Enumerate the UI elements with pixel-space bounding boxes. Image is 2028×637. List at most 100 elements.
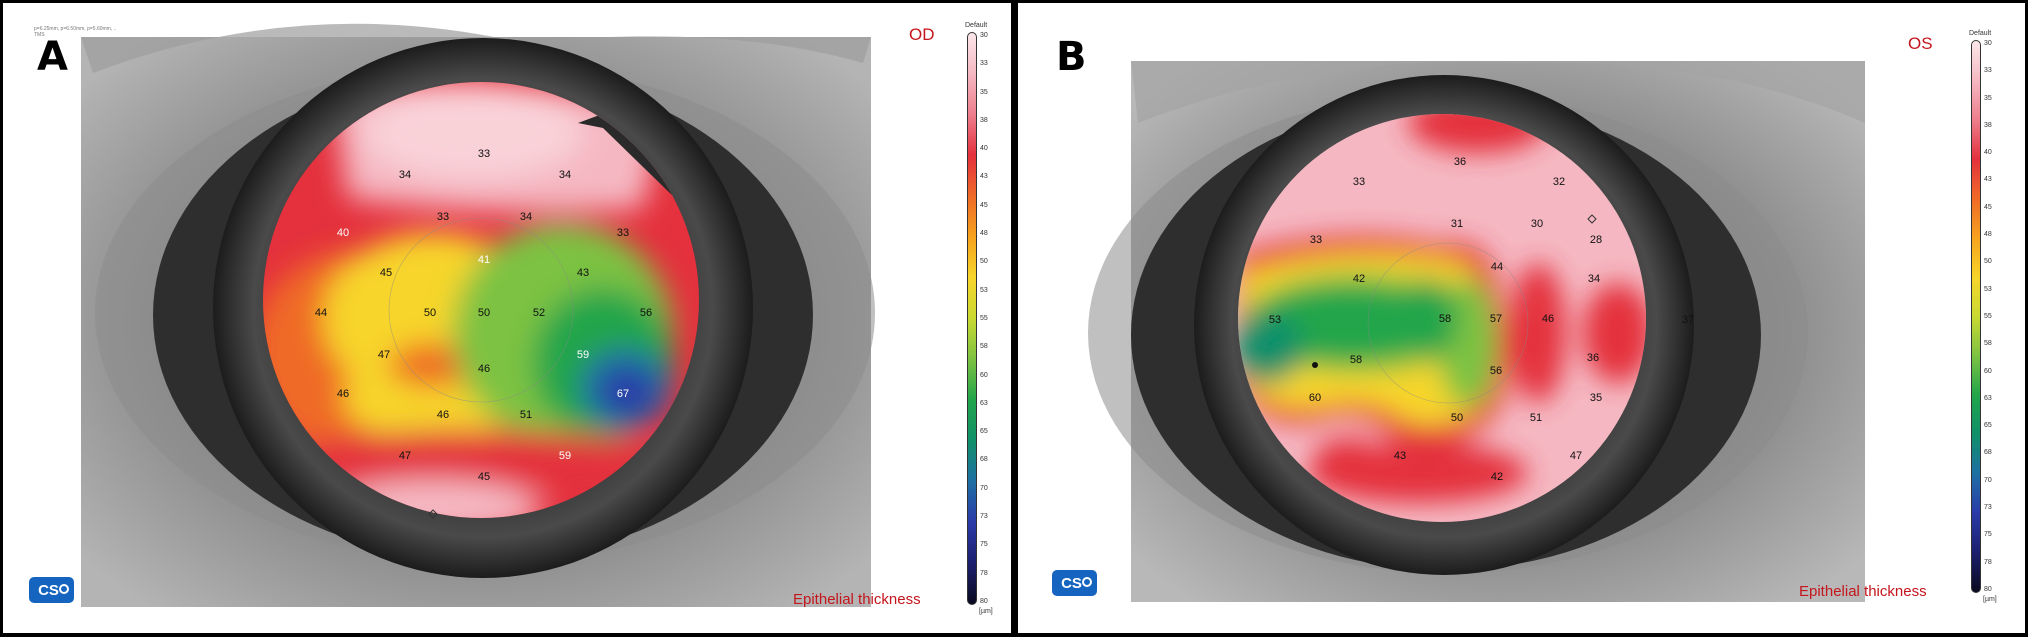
eye-photo-os: 36 33 32 31 30 33 28 44 42 34 53 58 57 4… (1088, 61, 1865, 602)
thickness-value: 44 (315, 307, 327, 319)
thickness-value: 45 (380, 267, 392, 279)
thickness-value: 67 (617, 388, 629, 400)
thickness-value: 45 (478, 471, 490, 483)
panel-a-od: 33 34 34 33 34 40 33 41 43 45 50 50 52 5… (3, 3, 1011, 633)
panel-letter: B (1056, 34, 1087, 80)
thickness-value: 31 (1451, 218, 1463, 230)
thickness-value: 28 (1590, 234, 1602, 246)
thickness-value: 34 (1588, 273, 1600, 285)
scale-unit: [µm] (1983, 596, 1997, 603)
header-info: p=6.25mm, p=6.50mm, p=5.60mm, .. TMS (34, 26, 116, 38)
panel-letter: A (37, 34, 68, 80)
scale-tick-label: 75 (980, 541, 988, 549)
scale-tick-label: 55 (980, 314, 988, 322)
scale-ticks: 30 33 35 38 40 43 45 48 50 53 55 58 60 63 65 68 70 73 75 78… (980, 32, 988, 605)
color-scale: Default 30 33 35 38 40 43 45 48 50 53 55 58 60 63 65 68… (965, 22, 993, 615)
marker-dot-icon (1312, 362, 1318, 368)
scale-tick-label: 35 (980, 88, 988, 96)
thickness-values-os: 36 33 32 31 30 33 28 44 42 34 53 58 57 4… (1269, 156, 1694, 483)
thickness-value: 33 (478, 148, 490, 160)
scale-tick-label: 75 (1984, 531, 1992, 539)
scale-tick-label: 58 (1984, 340, 1992, 348)
scale-tick-label: 48 (980, 230, 988, 238)
scale-tick-label: 45 (1984, 203, 1992, 211)
scale-tick-label: 70 (980, 484, 988, 492)
scale-tick-label: 65 (1984, 422, 1992, 430)
thickness-value: 43 (577, 267, 589, 279)
header-line: TMS (34, 32, 45, 38)
thickness-value: 33 (437, 211, 449, 223)
scale-tick-label: 30 (1984, 40, 1992, 47)
scale-tick-label: 70 (1984, 476, 1992, 484)
scale-tick-label: 38 (1984, 121, 1992, 129)
scale-tick-label: 43 (980, 173, 988, 181)
thickness-value: 47 (399, 450, 411, 462)
thickness-value: 46 (437, 409, 449, 421)
thickness-value: 36 (1587, 352, 1599, 364)
marker-icon (1587, 214, 1597, 224)
scale-tick-label: 53 (1984, 285, 1992, 293)
thickness-value: 35 (1590, 392, 1602, 404)
thickness-value: 33 (617, 227, 629, 239)
thickness-value: 46 (337, 388, 349, 400)
scale-tick-label: 33 (980, 60, 988, 68)
thickness-values-od: 33 34 34 33 34 40 33 41 43 45 50 50 52 5… (315, 148, 652, 519)
eye-label: OD (909, 25, 935, 44)
thickness-value: 44 (1491, 261, 1503, 273)
thickness-value: 56 (1490, 365, 1502, 377)
scale-tick-label: 45 (980, 201, 988, 209)
eye-photo-od: 33 34 34 33 34 40 33 41 43 45 50 50 52 5… (81, 23, 875, 607)
thickness-value: 56 (640, 307, 652, 319)
thickness-value: 51 (520, 409, 532, 421)
map-label: Epithelial thickness (793, 591, 921, 608)
eye-label: OS (1908, 34, 1933, 53)
scale-title: Default (965, 22, 988, 29)
scale-tick-label: 55 (1984, 312, 1992, 320)
thickness-value: 50 (424, 307, 436, 319)
scale-tick-label: 50 (980, 258, 988, 266)
thickness-value: 34 (559, 169, 571, 181)
scale-tick-label: 80 (980, 597, 988, 605)
scale-tick-label: 73 (980, 513, 988, 521)
map-label: Epithelial thickness (1799, 583, 1927, 600)
thickness-value: 50 (1451, 412, 1463, 424)
scale-tick-label: 80 (1984, 585, 1992, 593)
thickness-value: 57 (1490, 313, 1502, 325)
scale-gradient-bar (967, 32, 977, 605)
thickness-value: 34 (520, 211, 532, 223)
scale-tick-label: 65 (980, 428, 988, 436)
thickness-map-os (1238, 114, 1646, 522)
thickness-value: 33 (1353, 176, 1365, 188)
thickness-value: 46 (1542, 313, 1554, 325)
thickness-value: 47 (1570, 450, 1582, 462)
scale-tick-label: 58 (980, 343, 988, 351)
thickness-value: 47 (378, 349, 390, 361)
thickness-value: 37 (1682, 314, 1694, 326)
thickness-value: 46 (478, 363, 490, 375)
thickness-value: 53 (1269, 314, 1281, 326)
scale-tick-label: 43 (1984, 176, 1992, 184)
thickness-value: 43 (1394, 450, 1406, 462)
thickness-value: 42 (1353, 273, 1365, 285)
thickness-map-od (263, 82, 699, 518)
scale-tick-label: 60 (980, 371, 988, 379)
thickness-value: 42 (1491, 471, 1503, 483)
scale-tick-label: 40 (980, 145, 988, 153)
scale-gradient-bar (1971, 40, 1981, 593)
thickness-value: 30 (1531, 218, 1543, 230)
scale-tick-label: 60 (1984, 367, 1992, 375)
scale-tick-label: 33 (1984, 67, 1992, 75)
scale-unit: [µm] (979, 608, 993, 615)
scale-tick-label: 63 (980, 399, 988, 407)
thickness-value: 59 (559, 450, 571, 462)
thickness-value: 58 (1439, 313, 1451, 325)
thickness-value: 59 (577, 349, 589, 361)
scale-tick-label: 50 (1984, 258, 1992, 266)
thickness-value: 41 (478, 254, 490, 266)
thickness-value: 32 (1553, 176, 1565, 188)
marker-icon (428, 509, 438, 519)
scale-tick-label: 38 (980, 116, 988, 124)
scale-ticks: 30 33 35 38 40 43 45 48 50 53 55 58 60 63 65 68 70 73 75 78… (1984, 40, 1992, 593)
scale-tick-label: 53 (980, 286, 988, 294)
